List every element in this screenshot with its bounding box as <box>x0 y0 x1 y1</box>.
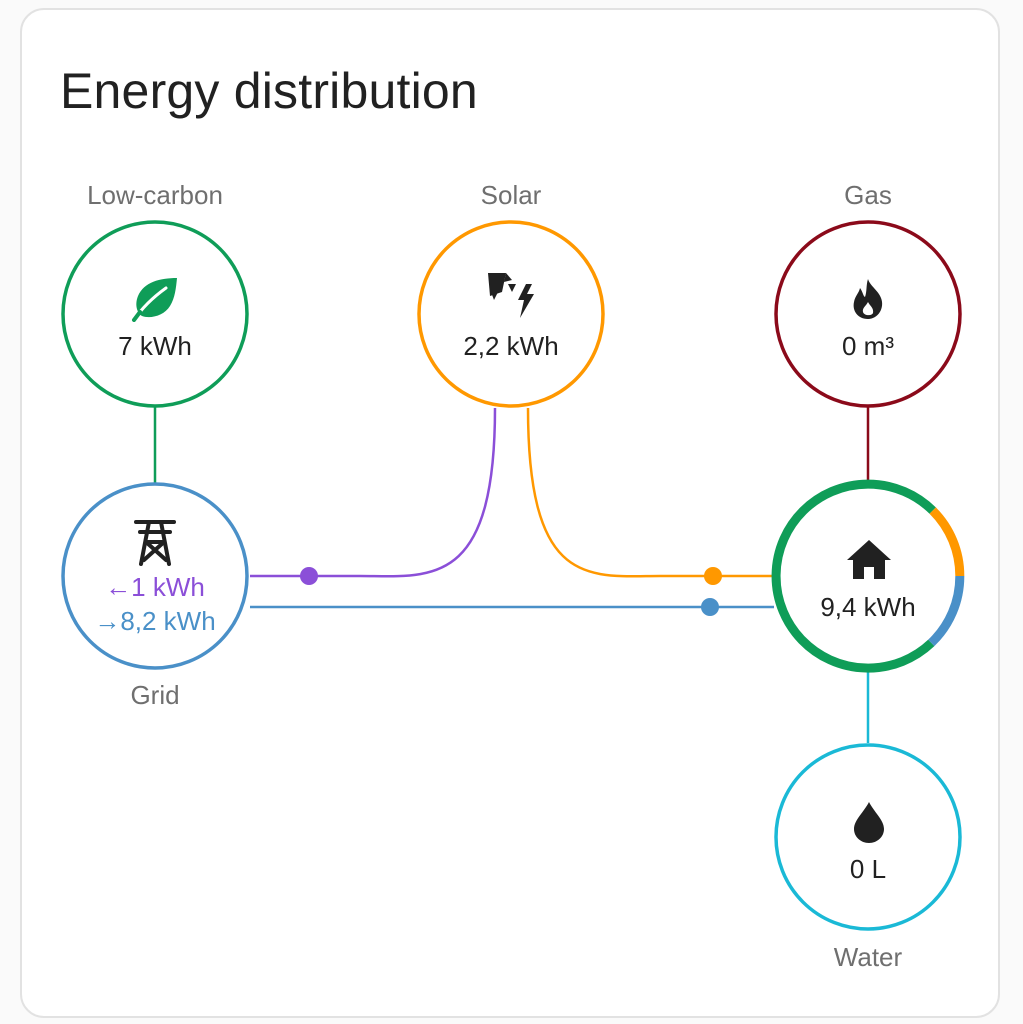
water-drop-icon <box>854 802 884 843</box>
solar-to-home-flow <box>526 407 774 578</box>
home-ring-low-carbon-segment <box>771 479 936 673</box>
leaf-icon <box>132 278 177 322</box>
water-value: 0 L <box>849 854 887 884</box>
grid-node[interactable] <box>61 482 249 670</box>
gas-label: Gas <box>844 180 892 210</box>
solar-to-grid-flow-dot <box>300 567 318 585</box>
solar-node[interactable] <box>417 220 605 408</box>
grid-consumed-value: →8,2 kWh <box>94 606 216 636</box>
grid-to-home-flow-dot <box>701 598 719 616</box>
low-carbon-value: 7 kWh <box>118 331 192 361</box>
grid-label: Grid <box>130 680 180 710</box>
solar-to-home-flow-dot <box>704 567 722 585</box>
solar-to-grid-flow <box>250 407 497 578</box>
home-icon <box>847 540 891 579</box>
solar-value: 2,2 kWh <box>463 331 559 361</box>
transmission-tower-icon <box>134 520 176 566</box>
home-ring-grid-segment <box>928 575 965 647</box>
arrow-left-icon: ← <box>105 572 132 602</box>
home-ring-solar-segment <box>929 507 965 577</box>
grid-returned-value: ←1 kWh <box>105 572 205 602</box>
fire-icon <box>853 279 883 319</box>
water-label: Water <box>833 942 903 972</box>
card-title: Energy distribution <box>60 63 478 119</box>
low-carbon-label: Low-carbon <box>87 180 223 210</box>
solar-label: Solar <box>480 180 542 210</box>
home-node[interactable] <box>771 479 965 673</box>
home-value: 9,4 kWh <box>820 592 916 622</box>
solar-power-icon <box>488 273 534 318</box>
gas-value: 0 m³ <box>842 331 894 361</box>
arrow-right-icon: → <box>94 606 121 636</box>
